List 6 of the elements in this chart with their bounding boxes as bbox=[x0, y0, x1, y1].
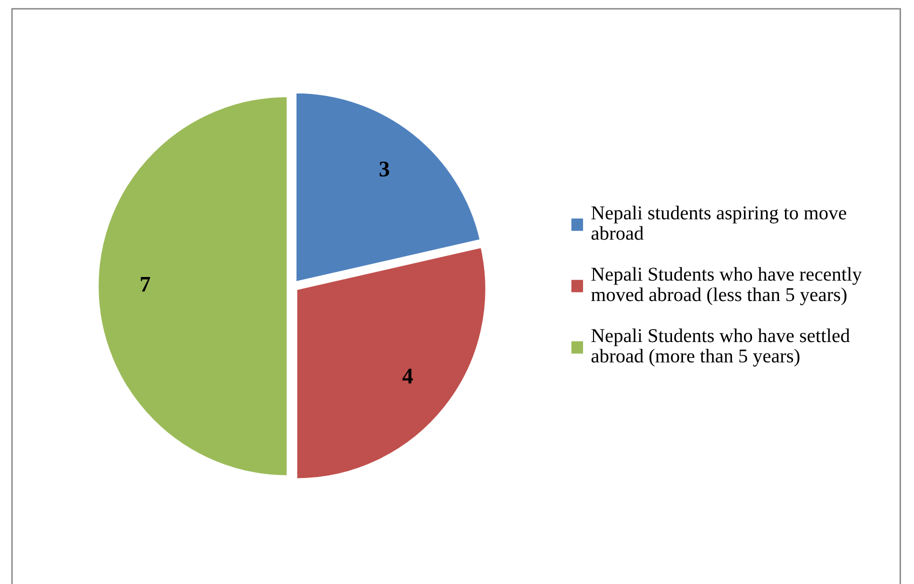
legend-label: Nepali students aspiring to move abroad bbox=[591, 206, 846, 240]
data-label: 7 bbox=[140, 276, 150, 292]
data-label: 4 bbox=[402, 368, 413, 384]
data-label: 3 bbox=[380, 162, 390, 177]
legend-label: Nepali Students who have recently moved abroad (less than 5 years) bbox=[591, 267, 862, 306]
legend-label: Nepali Students who have settled abroad (more than 5 years) bbox=[591, 328, 850, 367]
